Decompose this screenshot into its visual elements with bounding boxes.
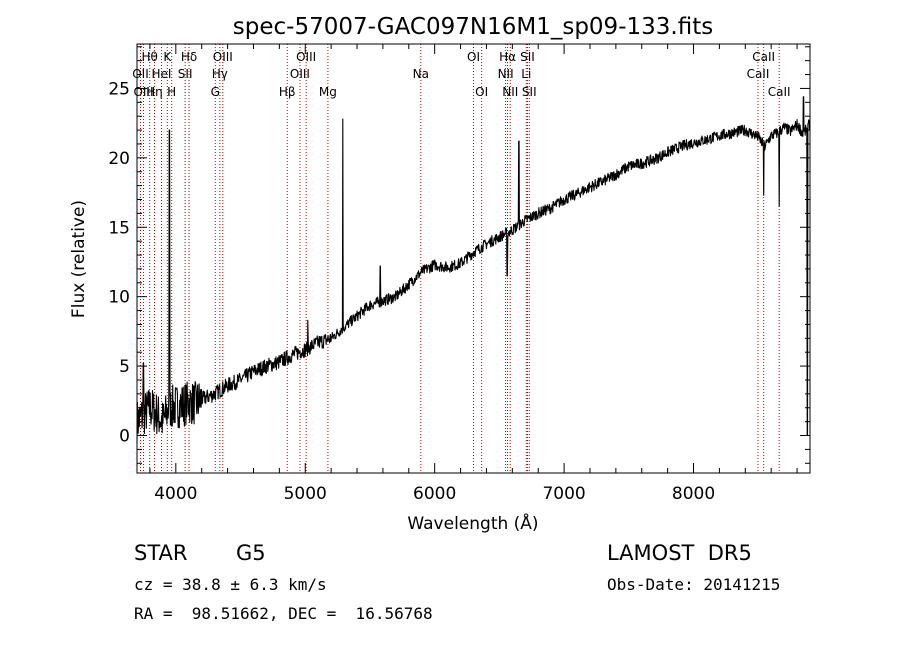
- line-marker-label-15: Mg: [319, 85, 337, 99]
- y-tick-label-4: 20: [108, 149, 130, 169]
- y-tick-label-2: 10: [108, 288, 130, 308]
- y-axis-ticks: 0 5 10 15 20 25: [108, 46, 810, 464]
- line-marker-label-21: NII: [502, 85, 518, 99]
- line-marker-label-17: OI: [467, 50, 480, 64]
- line-marker-label-3: Hη: [146, 85, 163, 99]
- line-marker-label-18: OI: [475, 85, 488, 99]
- line-marker-label-9: OIII: [213, 50, 233, 64]
- line-marker-label-13: OIII: [290, 67, 310, 81]
- line-marker-label-26: CaII: [747, 67, 770, 81]
- x-tick-label-0: 4000: [154, 484, 197, 504]
- line-marker-label-5: HeI: [151, 67, 171, 81]
- y-tick-label-5: 25: [108, 79, 130, 99]
- y-tick-label-1: 5: [119, 357, 130, 377]
- line-marker-label-11: G: [211, 85, 220, 99]
- spectrum-series: [136, 96, 811, 444]
- x-axis-label: Wavelength (Å): [407, 512, 538, 534]
- line-marker-label-7: Hδ: [181, 50, 197, 64]
- line-marker-label-20: NII: [498, 67, 514, 81]
- y-axis-label: Flux (relative): [69, 200, 89, 318]
- survey-name: LAMOST DR5: [607, 541, 752, 565]
- x-tick-label-4: 8000: [672, 484, 715, 504]
- y-tick-label-3: 15: [108, 218, 130, 238]
- x-axis-ticks: 4000 5000 6000 7000 8000: [149, 44, 798, 504]
- line-marker-label-4: K: [163, 50, 172, 64]
- plot-frame: [136, 43, 811, 474]
- x-tick-label-3: 7000: [542, 484, 585, 504]
- x-tick-label-2: 6000: [413, 484, 456, 504]
- x-tick-label-1: 5000: [284, 484, 327, 504]
- y-tick-label-0: 0: [119, 427, 130, 447]
- line-marker-label-24: SII: [522, 85, 537, 99]
- chart-title: spec-57007-GAC097N16M1_sp09-133.fits: [233, 14, 713, 40]
- redshift-cz: cz = 38.8 ± 6.3 km/s: [134, 575, 327, 594]
- line-marker-group: [139, 44, 780, 473]
- coordinates: RA = 98.51662, DEC = 16.56768: [134, 604, 433, 623]
- line-marker-label-19: Hα: [499, 50, 516, 64]
- line-marker-label-25: CaII: [752, 50, 775, 64]
- line-marker-label-10: Hγ: [212, 67, 228, 81]
- line-marker-label-6: H: [167, 85, 176, 99]
- observation-date: Obs-Date: 20141215: [607, 575, 780, 594]
- line-marker-label-23: Li: [521, 67, 531, 81]
- line-marker-label-16: Na: [413, 67, 429, 81]
- line-marker-label-1: OII: [132, 67, 149, 81]
- object-class: STAR: [134, 541, 187, 565]
- line-marker-label-22: SII: [520, 50, 535, 64]
- line-marker-label-8: SII: [178, 67, 193, 81]
- line-marker-label-12: OIII: [296, 50, 316, 64]
- line-marker-label-27: CaII: [768, 85, 791, 99]
- spectrum-line: [136, 96, 811, 444]
- line-marker-label-0: Hθ: [141, 50, 157, 64]
- object-subclass: G5: [236, 541, 266, 565]
- line-marker-label-14: Hβ: [279, 85, 296, 99]
